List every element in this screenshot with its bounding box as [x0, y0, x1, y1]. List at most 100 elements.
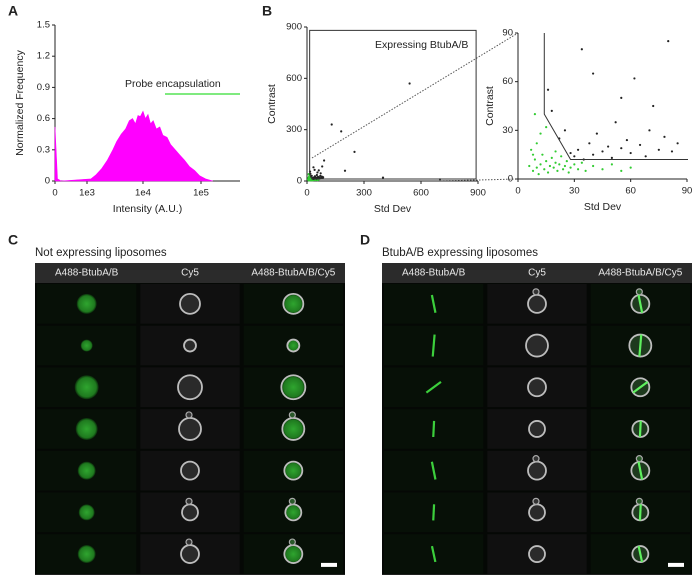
column-header: A488-BtubA/B [55, 268, 119, 279]
liposome [185, 411, 193, 419]
panel-letter: C [8, 232, 18, 248]
point [343, 169, 347, 172]
y-tick-label: 0.6 [37, 113, 50, 124]
point [561, 168, 565, 171]
point [322, 176, 325, 179]
point [543, 168, 546, 171]
panel-letter: D [360, 232, 370, 248]
x-tick-label: 0 [52, 188, 57, 199]
annotation: Probe encapsulation [125, 78, 221, 90]
panel-title: BtubA/B expressing liposomes [382, 247, 538, 259]
panel-letter: A [8, 3, 18, 19]
point [629, 151, 632, 155]
point [670, 150, 674, 153]
panel-title: Not expressing liposomes [35, 247, 167, 259]
y-axis-label: Contrast [266, 84, 278, 124]
x-axis-label: Std Dev [584, 201, 622, 213]
point [535, 142, 538, 145]
filament [432, 420, 436, 438]
y-tick-label: 300 [286, 124, 302, 135]
point [528, 164, 531, 168]
point [554, 161, 557, 164]
y-tick-label: 90 [502, 28, 513, 39]
point [610, 156, 613, 160]
x-tick-label: 1e4 [135, 188, 151, 199]
filament [430, 294, 437, 313]
point [307, 177, 310, 180]
point [595, 132, 598, 135]
point [321, 165, 324, 168]
point [539, 132, 542, 135]
point [533, 158, 537, 161]
filament [638, 420, 642, 438]
point [620, 147, 623, 150]
liposome [635, 497, 643, 505]
point [546, 171, 550, 174]
y-tick-label: 30 [502, 125, 513, 136]
point [625, 138, 629, 142]
filament [431, 334, 436, 357]
point [319, 172, 322, 175]
point [545, 160, 548, 163]
point [601, 168, 604, 171]
liposome [528, 420, 546, 438]
point [629, 166, 632, 169]
y-tick-label: 1.2 [37, 51, 50, 62]
point [620, 169, 623, 172]
column-header: Cy5 [528, 268, 546, 279]
point [633, 77, 636, 80]
gate [309, 29, 477, 180]
point [530, 148, 533, 151]
liposome [525, 333, 549, 358]
x-tick-label: 0 [304, 188, 309, 199]
liposome [177, 374, 203, 401]
y-axis-label: Contrast [484, 86, 496, 126]
liposome [532, 455, 540, 463]
liposome [635, 455, 643, 463]
point [610, 163, 613, 166]
liposome [288, 497, 296, 505]
point [663, 135, 666, 138]
point [614, 121, 617, 124]
point [563, 164, 567, 168]
point [563, 129, 567, 132]
point [550, 109, 553, 112]
point [312, 166, 315, 169]
gate [543, 33, 688, 161]
point [576, 148, 580, 151]
y-tick-label: 0 [45, 176, 50, 187]
filament [632, 380, 649, 394]
x-tick-label: 1e5 [193, 188, 209, 199]
liposome [77, 461, 96, 480]
liposome [280, 374, 307, 401]
zoom-line [311, 32, 519, 159]
liposome [283, 460, 304, 481]
point [545, 125, 548, 129]
point [546, 88, 550, 91]
point [381, 176, 385, 179]
x-tick-label: 30 [569, 186, 580, 197]
liposome [181, 503, 199, 522]
column-header: A488-BtubA/B/Cy5 [251, 268, 335, 279]
point [638, 143, 642, 147]
x-tick-label: 300 [356, 188, 372, 199]
liposome [288, 411, 296, 419]
point [560, 155, 563, 158]
point [556, 169, 559, 172]
y-tick-label: 60 [502, 76, 513, 87]
liposome [80, 339, 93, 352]
plot-area [528, 33, 688, 176]
point [576, 168, 580, 171]
filament [637, 461, 644, 480]
x-axis-label: Std Dev [374, 203, 412, 215]
liposome [527, 293, 547, 314]
liposome [74, 375, 99, 400]
point [558, 163, 561, 166]
point [580, 48, 583, 51]
point [584, 169, 587, 172]
point [601, 150, 604, 153]
y-tick-label: 0 [297, 176, 302, 187]
liposome [286, 338, 301, 353]
point [592, 72, 595, 75]
liposome [282, 292, 305, 315]
